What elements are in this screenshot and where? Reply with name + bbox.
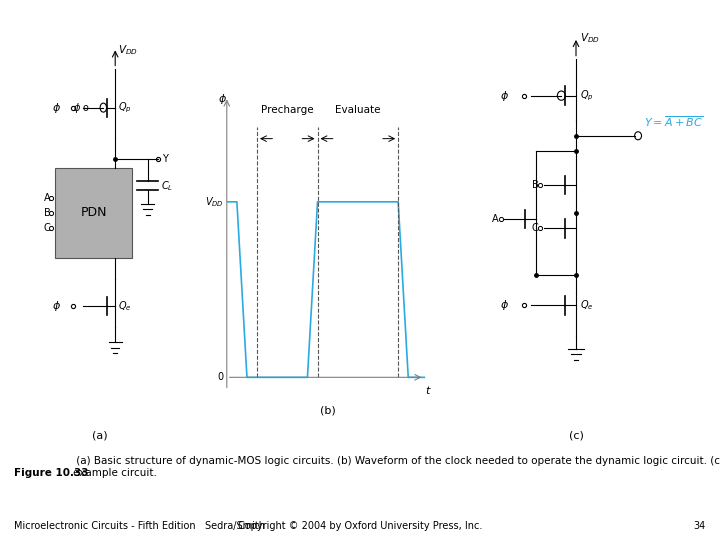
Text: Y: Y: [162, 154, 168, 164]
Bar: [55, 168, 132, 258]
Text: (c): (c): [569, 430, 583, 440]
Text: $Q_e$: $Q_e$: [580, 299, 593, 312]
Text: C: C: [44, 223, 50, 233]
Text: 34: 34: [693, 521, 706, 531]
Text: $\phi$: $\phi$: [53, 100, 61, 114]
Text: (b): (b): [320, 406, 336, 416]
Text: $Y = \overline{A + BC}$: $Y = \overline{A + BC}$: [644, 114, 703, 129]
Text: Figure 10.33: Figure 10.33: [14, 468, 89, 478]
Text: A: A: [492, 214, 499, 224]
Text: A: A: [44, 193, 50, 203]
Text: $\phi$ o: $\phi$ o: [73, 100, 90, 114]
Text: $t$: $t$: [426, 384, 432, 396]
Text: $V_{DD}$: $V_{DD}$: [119, 44, 138, 57]
Text: $V_{DD}$: $V_{DD}$: [580, 32, 600, 45]
Text: $\phi$: $\phi$: [500, 299, 510, 313]
Text: 0: 0: [217, 372, 224, 382]
Text: $Q_e$: $Q_e$: [119, 299, 132, 313]
Text: B: B: [44, 208, 50, 218]
Text: $V_{DD}$: $V_{DD}$: [205, 195, 224, 209]
Text: $\phi$: $\phi$: [500, 89, 510, 103]
Text: (a) Basic structure of dynamic-MOS logic circuits. (b) Waveform of the clock nee: (a) Basic structure of dynamic-MOS logic…: [73, 456, 720, 478]
Text: Evaluate: Evaluate: [335, 105, 381, 114]
Text: $\phi$: $\phi$: [53, 299, 61, 313]
Text: Microelectronic Circuits - Fifth Edition   Sedra/Smith: Microelectronic Circuits - Fifth Edition…: [14, 521, 266, 531]
Text: $C_L$: $C_L$: [161, 179, 173, 193]
Text: PDN: PDN: [81, 206, 107, 219]
Text: $Q_p$: $Q_p$: [119, 100, 132, 115]
Text: Copyright © 2004 by Oxford University Press, Inc.: Copyright © 2004 by Oxford University Pr…: [238, 521, 482, 531]
Text: C: C: [532, 224, 539, 233]
Text: (a): (a): [92, 430, 108, 441]
Text: B: B: [532, 180, 539, 190]
Text: $Q_p$: $Q_p$: [580, 89, 593, 103]
Text: Precharge: Precharge: [261, 105, 314, 114]
Text: $\phi$: $\phi$: [218, 92, 228, 106]
